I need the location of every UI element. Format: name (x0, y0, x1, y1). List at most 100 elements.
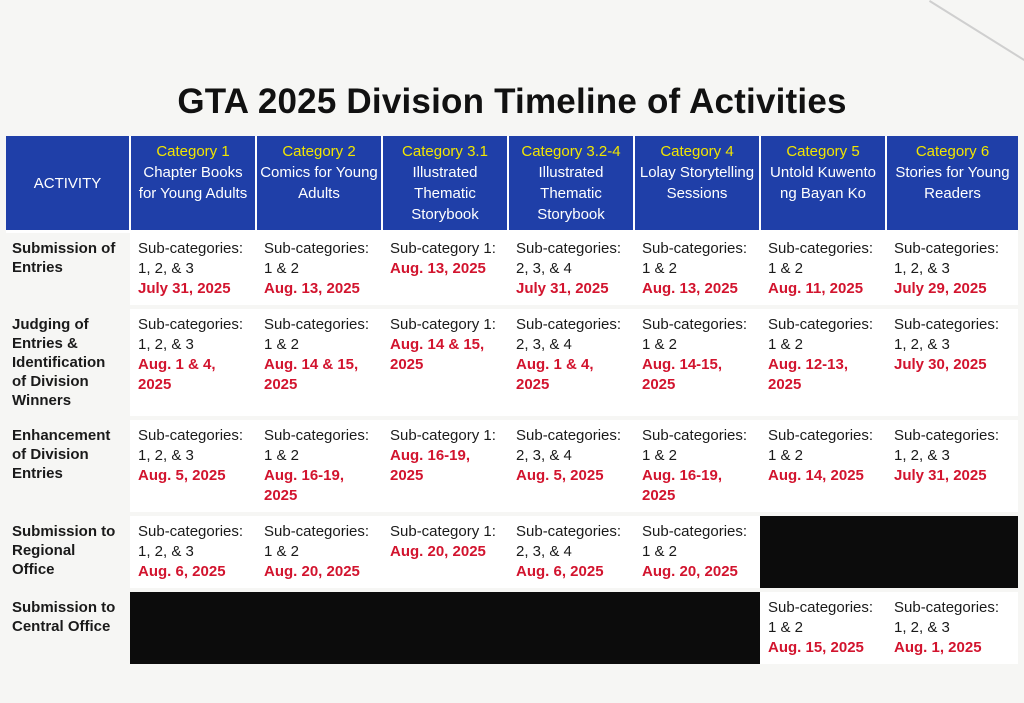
subcategory-values: 1 & 2 (642, 336, 678, 353)
subcategory-values: 1, 2, & 3 (894, 336, 950, 353)
schedule-cell: Sub-categories: 1 & 2 Aug. 15, 2025 (760, 590, 886, 668)
schedule-cell: Sub-categories: 2, 3, & 4 Aug. 1 & 4, 2025 (508, 307, 634, 420)
header-row: ACTIVITY Category 1 Chapter Books for You… (6, 136, 1018, 233)
schedule-cell: Sub-categories: 1, 2, & 3 Aug. 6, 2025 (130, 514, 256, 592)
subcategory-label: Sub-categories: (264, 240, 370, 257)
subcategory-label: Sub-categories: (264, 523, 370, 540)
category-name: Category 1 (156, 143, 230, 160)
schedule-date: Aug. 16-19, 2025 (264, 467, 345, 504)
schedule-date: Aug. 13, 2025 (264, 280, 360, 297)
subcategory-label: Sub-categories: (516, 316, 622, 333)
subcategory-label: Sub-categories: (642, 523, 748, 540)
schedule-cell: Sub-categories: 1 & 2 Aug. 11, 2025 (760, 231, 886, 309)
schedule-date: July 30, 2025 (894, 356, 987, 373)
schedule-cell: Sub-category 1: Aug. 13, 2025 (382, 231, 508, 309)
subcategory-label: Sub-category 1: (390, 523, 496, 540)
subcategory-label: Sub-categories: (894, 427, 1000, 444)
category-header: Category 1 Chapter Books for Young Adults (130, 136, 257, 233)
schedule-cell: Sub-categories: 1 & 2 Aug. 12-13, 2025 (760, 307, 886, 420)
activity-label: Enhancement of Division Entries (6, 418, 130, 516)
schedule-cell: Sub-categories: 1, 2, & 3 Aug. 5, 2025 (130, 418, 256, 516)
schedule-cell: Sub-categories: 2, 3, & 4 July 31, 2025 (508, 231, 634, 309)
not-applicable-cell (130, 590, 256, 668)
category-desc: Illustrated Thematic Storybook (537, 164, 605, 223)
schedule-date: July 31, 2025 (516, 280, 609, 297)
schedule-date: Aug. 16-19, 2025 (642, 467, 723, 504)
subcategory-values: 2, 3, & 4 (516, 543, 572, 560)
category-desc: Illustrated Thematic Storybook (411, 164, 479, 223)
activity-label: Judging of Entries & Identification of D… (6, 307, 130, 420)
schedule-cell: Sub-category 1: Aug. 20, 2025 (382, 514, 508, 592)
schedule-cell: Sub-categories: 1, 2, & 3 Aug. 1 & 4, 2025 (130, 307, 256, 420)
schedule-date: Aug. 1 & 4, 2025 (516, 356, 594, 393)
subcategory-label: Sub-categories: (264, 427, 370, 444)
schedule-date: Aug. 6, 2025 (516, 563, 604, 580)
subcategory-label: Sub-categories: (138, 523, 244, 540)
schedule-date: Aug. 16-19, 2025 (390, 447, 471, 484)
subcategory-label: Sub-categories: (516, 427, 622, 444)
subcategory-values: 1 & 2 (768, 336, 804, 353)
subcategory-label: Sub-categories: (642, 316, 748, 333)
category-desc: Untold Kuwento ng Bayan Ko (770, 164, 876, 202)
subcategory-label: Sub-categories: (768, 427, 874, 444)
subcategory-values: 1 & 2 (642, 447, 678, 464)
subcategory-label: Sub-category 1: (390, 316, 496, 333)
subcategory-label: Sub-categories: (894, 316, 1000, 333)
schedule-cell: Sub-categories: 1 & 2 Aug. 20, 2025 (634, 514, 760, 592)
category-name: Category 3.1 (402, 143, 488, 160)
schedule-date: Aug. 14-15, 2025 (642, 356, 723, 393)
activity-column-header: ACTIVITY (6, 136, 131, 233)
activity-label: Submission to Regional Office (6, 514, 130, 592)
schedule-cell: Sub-categories: 1, 2, & 3 July 31, 2025 (886, 418, 1018, 516)
schedule-date: Aug. 1 & 4, 2025 (138, 356, 216, 393)
not-applicable-cell (508, 590, 634, 668)
subcategory-values: 1 & 2 (264, 260, 300, 277)
category-header: Category 6 Stories for Young Readers (886, 136, 1018, 233)
schedule-cell: Sub-categories: 1, 2, & 3 Aug. 1, 2025 (886, 590, 1018, 668)
schedule-date: Aug. 14, 2025 (768, 467, 864, 484)
schedule-cell: Sub-category 1: Aug. 14 & 15, 2025 (382, 307, 508, 420)
subcategory-label: Sub-categories: (768, 316, 874, 333)
category-name: Category 6 (915, 143, 990, 160)
subcategory-values: 1, 2, & 3 (894, 619, 950, 636)
subcategory-values: 1, 2, & 3 (138, 543, 194, 560)
schedule-date: Aug. 1, 2025 (894, 639, 982, 656)
subcategory-values: 1 & 2 (768, 260, 804, 277)
category-name: Category 4 (660, 143, 734, 160)
category-name: Category 2 (282, 143, 356, 160)
schedule-cell: Sub-categories: 1, 2, & 3 July 31, 2025 (130, 231, 256, 309)
schedule-cell: Sub-categories: 1 & 2 Aug. 16-19, 2025 (256, 418, 382, 516)
subcategory-label: Sub-categories: (894, 599, 1000, 616)
schedule-cell: Sub-categories: 1 & 2 Aug. 13, 2025 (256, 231, 382, 309)
category-header: Category 3.1 Illustrated Thematic Storybo… (382, 136, 509, 233)
activity-row: Submission of Entries Sub-categories: 1, 2… (6, 231, 1018, 309)
category-name: Category 5 (786, 143, 860, 160)
schedule-date: Aug. 13, 2025 (642, 280, 738, 297)
subcategory-label: Sub-categories: (642, 240, 748, 257)
activity-row: Submission to Central Office Sub-categori… (6, 590, 1018, 668)
category-desc: Comics for Young Adults (260, 164, 378, 202)
subcategory-values: 1, 2, & 3 (138, 260, 194, 277)
schedule-cell: Sub-categories: 1, 2, & 3 July 30, 2025 (886, 307, 1018, 420)
subcategory-label: Sub-categories: (138, 240, 244, 257)
subcategory-values: 1 & 2 (642, 260, 678, 277)
subcategory-values: 1 & 2 (768, 447, 804, 464)
activity-row: Enhancement of Division Entries Sub-categ… (6, 418, 1018, 516)
category-desc: Chapter Books for Young Adults (138, 164, 248, 202)
subcategory-label: Sub-categories: (264, 316, 370, 333)
timeline-table: ACTIVITY Category 1 Chapter Books for You… (6, 136, 1018, 668)
subcategory-label: Sub-categories: (768, 240, 874, 257)
subcategory-label: Sub-categories: (642, 427, 748, 444)
schedule-cell: Sub-categories: 1 & 2 Aug. 13, 2025 (634, 231, 760, 309)
subcategory-label: Sub-categories: (516, 240, 622, 257)
subcategory-values: 2, 3, & 4 (516, 336, 572, 353)
subcategory-values: 1, 2, & 3 (894, 447, 950, 464)
subcategory-label: Sub-categories: (768, 599, 874, 616)
schedule-date: Aug. 20, 2025 (642, 563, 738, 580)
subcategory-values: 1 & 2 (264, 336, 300, 353)
schedule-date: July 31, 2025 (138, 280, 231, 297)
not-applicable-cell (760, 514, 886, 592)
schedule-cell: Sub-categories: 1, 2, & 3 July 29, 2025 (886, 231, 1018, 309)
schedule-date: Aug. 11, 2025 (768, 280, 864, 297)
schedule-cell: Sub-categories: 1 & 2 Aug. 14 & 15, 2025 (256, 307, 382, 420)
